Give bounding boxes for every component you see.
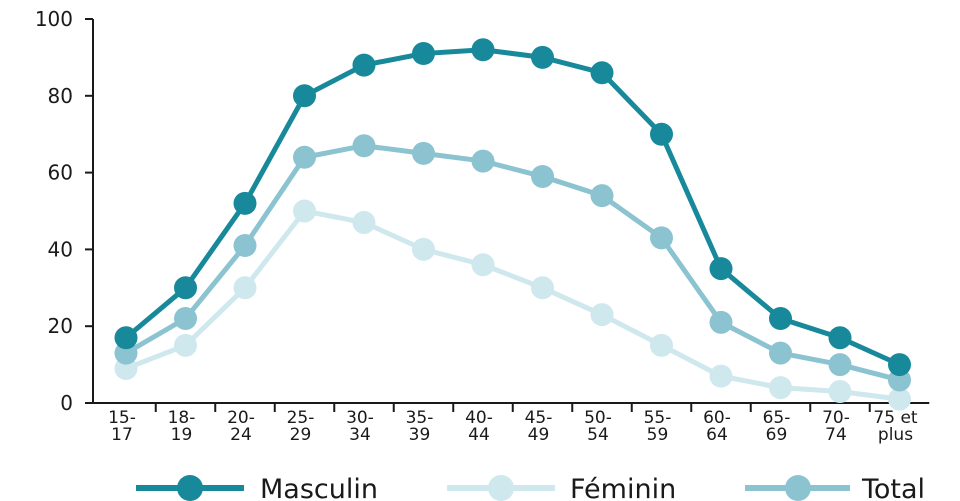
x-tick-label: plus [878,425,913,445]
x-tick-label: 69 [766,425,788,445]
data-point [650,226,673,250]
x-tick-label: 18- [168,408,196,428]
legend-label: Masculin [260,474,378,501]
data-point [174,333,197,357]
series-line [124,47,901,367]
data-point [293,145,316,169]
y-tick-label: 80 [48,84,73,108]
data-point [769,376,792,400]
y-tick-label: 100 [35,7,73,31]
data-point [412,42,435,66]
x-tick-label: 29 [290,425,312,445]
data-point [590,61,614,85]
legend-marker [785,475,811,501]
data-point [293,199,316,223]
data-point [233,191,257,215]
legend-label: Féminin [570,474,676,501]
x-tick-label: 50- [584,408,612,428]
x-tick-label: 55- [644,408,672,428]
legend-marker [177,475,203,501]
data-point [531,276,554,300]
x-tick-label: 74 [825,425,847,445]
data-point [471,149,495,173]
data-point [114,326,138,350]
x-tick-label: 34 [349,425,371,445]
legend-label: Total [861,474,925,501]
legend: Masculin Féminin Total [136,474,925,501]
data-point [769,341,792,365]
x-tick-label: 49 [528,425,550,445]
x-tick-label: 24 [230,425,252,445]
x-tick-label: 45- [525,408,553,428]
data-point [412,141,435,165]
y-tick-label: 40 [48,237,73,261]
data-point [590,303,614,327]
x-tick-label: 19 [171,425,193,445]
data-point [233,234,257,258]
x-tick-label: 70- [822,408,850,428]
data-point [709,257,733,281]
data-point [888,353,911,377]
data-point [352,211,376,235]
data-point [471,38,495,62]
data-point [650,122,673,146]
x-tick-label: 25- [287,408,315,428]
y-tick-label: 20 [48,314,73,338]
y-tick-label: 60 [48,161,73,185]
x-tick-label: 65- [763,408,791,428]
x-tick-label: 30- [346,408,374,428]
data-point [828,379,852,403]
data-point [233,276,257,300]
x-tick-label: 64 [706,425,728,445]
data-point [174,307,197,331]
data-point [709,364,733,388]
x-tick-label: 44 [468,425,490,445]
x-tick-label: 15- [108,408,136,428]
x-tick-label: 40- [465,408,493,428]
x-tick-label: 20- [227,408,255,428]
x-tick-label: 59 [647,425,669,445]
series-layer [114,38,911,411]
data-point [828,326,852,350]
data-point [531,164,554,188]
legend-marker [488,475,514,501]
x-tick-label: 75 et [873,408,917,428]
x-tick-label: 60- [703,408,731,428]
data-point [709,310,733,334]
data-point [174,276,197,300]
x-tick-label: 39 [409,425,431,445]
data-point [471,253,495,277]
data-point [769,307,792,331]
axes: 0 20 40 60 80 100 15-17 18-19 20-24 25-29 30-34 35-… [35,7,930,445]
data-point [293,84,316,108]
data-point [650,333,673,357]
data-point [590,184,614,208]
x-tick-label: 17 [111,425,133,445]
data-point [352,53,376,77]
data-point [412,237,435,261]
y-tick-label: 0 [60,391,73,415]
data-point [531,45,554,69]
data-point [828,353,852,377]
data-point [888,387,911,411]
data-point [352,134,376,158]
x-tick-label: 35- [406,408,434,428]
x-tick-label: 54 [587,425,609,445]
